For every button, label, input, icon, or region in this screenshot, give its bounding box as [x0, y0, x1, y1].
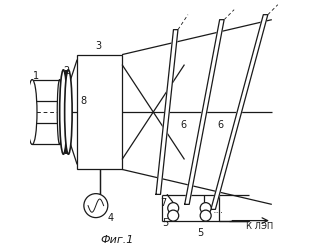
Polygon shape [156, 30, 178, 194]
Circle shape [168, 210, 179, 221]
Text: К ЛЭП: К ЛЭП [246, 221, 273, 230]
Ellipse shape [57, 80, 62, 145]
Circle shape [200, 210, 211, 221]
Text: 6: 6 [180, 120, 186, 130]
Bar [77, 56, 122, 170]
Text: 5: 5 [163, 217, 169, 227]
Text: 7: 7 [160, 197, 166, 207]
Text: 6: 6 [218, 120, 224, 130]
Ellipse shape [60, 70, 67, 154]
Text: 8: 8 [80, 95, 87, 105]
Circle shape [168, 203, 179, 214]
Circle shape [84, 194, 108, 218]
Text: 1: 1 [33, 70, 39, 80]
Polygon shape [185, 20, 224, 204]
Bar [32, 80, 60, 145]
Text: Фиг.1: Фиг.1 [100, 234, 134, 244]
Text: 2: 2 [63, 65, 69, 75]
Ellipse shape [65, 70, 72, 154]
Text: 4: 4 [108, 212, 114, 222]
Polygon shape [211, 16, 268, 210]
Ellipse shape [28, 80, 37, 145]
Text: 5: 5 [197, 227, 204, 237]
Circle shape [200, 203, 211, 214]
Text: 3: 3 [95, 40, 101, 50]
